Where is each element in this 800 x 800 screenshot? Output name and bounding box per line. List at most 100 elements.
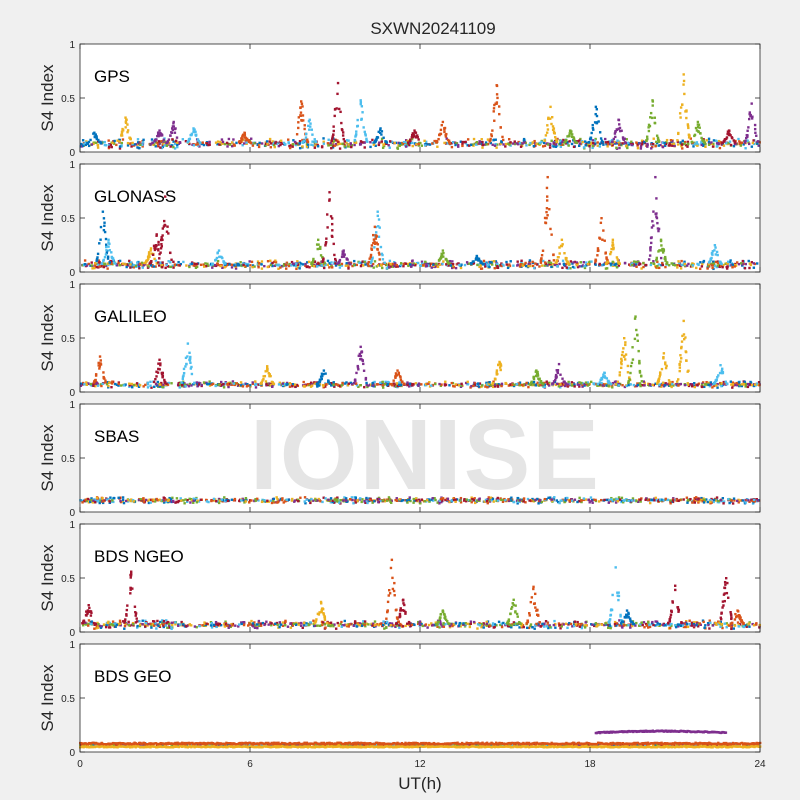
spike-point	[354, 135, 357, 138]
data-point	[91, 501, 95, 504]
spike-point	[438, 133, 441, 136]
data-point	[332, 383, 335, 386]
data-point	[635, 499, 638, 503]
data-point	[347, 382, 351, 385]
spike-peak	[322, 369, 326, 372]
data-point	[130, 145, 133, 148]
data-point	[700, 498, 703, 502]
data-point	[481, 146, 484, 149]
data-point	[336, 496, 339, 499]
data-point	[637, 260, 640, 264]
data-point	[604, 141, 608, 144]
spike-point	[678, 363, 681, 367]
data-point	[136, 141, 140, 144]
data-point	[631, 262, 634, 265]
data-point	[618, 143, 621, 147]
data-point	[526, 264, 530, 268]
spike-point	[399, 376, 402, 379]
data-point	[332, 381, 335, 384]
data-point	[744, 262, 747, 266]
spike-point	[653, 121, 657, 125]
data-point	[344, 497, 348, 500]
data-point	[293, 500, 296, 503]
data-point	[519, 145, 523, 148]
spike-peak	[611, 238, 615, 241]
spike-point	[266, 366, 269, 370]
data-point	[643, 140, 646, 144]
data-point	[599, 498, 603, 502]
spike-point	[245, 137, 249, 141]
spike-point	[620, 353, 624, 357]
data-point	[518, 141, 522, 145]
data-point	[697, 497, 700, 500]
data-point	[522, 383, 526, 386]
data-point	[463, 498, 466, 501]
data-point	[191, 499, 194, 502]
data-point	[557, 382, 561, 386]
data-point	[467, 262, 470, 265]
data-point	[570, 381, 574, 384]
spike-point	[609, 250, 613, 254]
data-point	[745, 499, 748, 502]
spike-point	[311, 133, 314, 136]
data-point	[347, 143, 350, 146]
data-point	[537, 502, 540, 505]
data-point	[678, 264, 682, 267]
data-point	[728, 501, 731, 505]
spike-peak	[101, 210, 105, 213]
data-point	[322, 140, 325, 144]
spike-point	[379, 245, 383, 249]
data-point	[737, 262, 741, 266]
data-point	[658, 266, 661, 270]
data-point	[507, 499, 511, 503]
data-point	[274, 259, 277, 262]
spike-point	[363, 130, 366, 134]
spike-point	[104, 381, 107, 384]
data-point	[359, 140, 363, 143]
spike-point	[561, 243, 564, 246]
data-point	[586, 144, 589, 147]
data-point	[91, 267, 94, 270]
data-point	[223, 266, 226, 269]
data-point	[406, 139, 409, 143]
data-point	[737, 381, 741, 384]
spike-point	[535, 374, 538, 378]
data-point	[527, 262, 530, 266]
data-point	[553, 139, 557, 143]
data-point	[590, 499, 593, 503]
data-point	[393, 383, 396, 387]
spike-point	[538, 377, 541, 380]
data-point	[298, 146, 302, 150]
spike-point	[259, 382, 263, 385]
data-point	[169, 498, 173, 501]
data-point	[223, 496, 226, 499]
data-point	[374, 144, 377, 148]
spike-point	[545, 216, 548, 220]
data-point	[432, 263, 435, 266]
data-point	[326, 263, 330, 267]
data-point	[146, 386, 150, 389]
spike-point	[369, 255, 372, 259]
data-point	[355, 263, 358, 267]
spike-point	[595, 114, 599, 118]
data-point	[239, 381, 243, 384]
data-point	[106, 263, 110, 267]
spike-point	[639, 375, 643, 378]
data-point	[81, 139, 85, 142]
spike-point	[635, 328, 638, 332]
data-point	[164, 498, 167, 501]
data-point	[137, 498, 141, 502]
data-point	[459, 264, 463, 268]
data-point	[346, 500, 349, 503]
spike-point	[679, 360, 682, 363]
data-point	[608, 498, 611, 502]
data-point	[239, 261, 242, 264]
spike-point	[725, 136, 729, 139]
data-point	[361, 260, 364, 263]
panel-label: GLONASS	[94, 187, 176, 206]
data-point	[190, 384, 193, 387]
spike-point	[376, 248, 379, 251]
data-point	[519, 263, 523, 266]
data-point	[654, 144, 657, 148]
data-point	[548, 146, 552, 149]
